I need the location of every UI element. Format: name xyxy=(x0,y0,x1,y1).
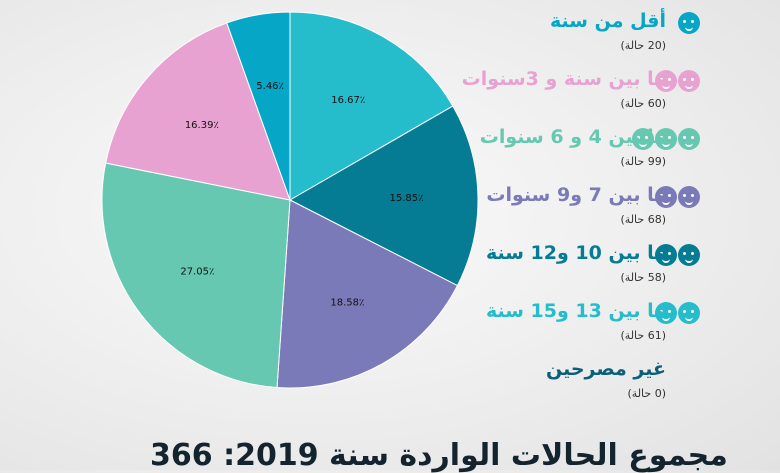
legend-item-under-1: أقل من سنة (20 حالة) xyxy=(392,8,700,66)
slice-value-label: 5.46٪ xyxy=(256,81,284,92)
children-icon xyxy=(632,128,700,150)
legend-count: (68 حالة) xyxy=(620,213,667,226)
child-face-icon xyxy=(678,186,700,208)
legend-label: ما بين 7 و9 سنوات xyxy=(486,184,666,206)
slice-value-label: 15.85٪ xyxy=(390,193,424,204)
child-face-icon xyxy=(678,70,700,92)
legend-item-7-9: ما بين 7 و9 سنوات (68 حالة) xyxy=(392,182,700,240)
legend-label: ما بين 4 و 6 سنوات xyxy=(479,126,666,148)
child-face-icon xyxy=(655,186,677,208)
child-face-icon xyxy=(678,128,700,150)
pie-slice xyxy=(276,199,459,389)
legend-count: (99 حالة) xyxy=(620,155,667,168)
children-icon xyxy=(655,244,700,266)
children-icon xyxy=(655,186,700,208)
child-face-icon xyxy=(655,244,677,266)
child-face-icon xyxy=(678,302,700,324)
slice-value-label: 16.39٪ xyxy=(185,120,219,131)
child-face-icon xyxy=(678,12,700,34)
children-icon xyxy=(655,302,700,324)
child-face-icon xyxy=(655,302,677,324)
pie-slice xyxy=(226,11,291,201)
legend-label: ما بين 13 و15 سنة xyxy=(485,300,666,322)
child-face-icon xyxy=(655,70,677,92)
legend-count: (60 حالة) xyxy=(620,97,667,110)
legend-count: (61 حالة) xyxy=(620,329,667,342)
legend-count: (0 حالة) xyxy=(627,387,667,400)
legend-label: أقل من سنة xyxy=(550,10,666,32)
pie-slice xyxy=(101,162,291,389)
legend-item-13-15: ما بين 13 و15 سنة (61 حالة) xyxy=(392,298,700,356)
total-cases-caption: مجموع الحالات الواردة سنة 2019: 366 xyxy=(150,438,728,473)
legend-label: ما بين 10 و12 سنة xyxy=(485,242,666,264)
legend-item-undisclosed: غير مصرحين (0 حالة) xyxy=(392,356,692,414)
pie-slice xyxy=(105,22,291,201)
legend-label: ما بين سنة و 3سنوات xyxy=(461,68,666,90)
slice-value-label: 27.05٪ xyxy=(180,267,214,278)
slice-value-label: 18.58٪ xyxy=(330,297,364,308)
child-icon xyxy=(678,12,700,34)
legend-count: (58 حالة) xyxy=(620,271,667,284)
child-face-icon xyxy=(655,128,677,150)
pie-slice xyxy=(289,11,454,201)
slice-value-label: 16.67٪ xyxy=(331,95,365,106)
pie-slice xyxy=(288,105,479,287)
legend-item-1-3: ما بين سنة و 3سنوات (60 حالة) xyxy=(392,66,700,124)
legend-label: غير مصرحين xyxy=(545,358,666,380)
legend-count: (20 حالة) xyxy=(620,39,667,52)
children-icon xyxy=(655,70,700,92)
legend-item-10-12: ما بين 10 و12 سنة (58 حالة) xyxy=(392,240,700,298)
legend: أقل من سنة (20 حالة) ما بين سنة و 3سنوات… xyxy=(392,8,700,414)
child-face-icon xyxy=(632,128,654,150)
child-face-icon xyxy=(678,244,700,266)
legend-item-4-6: ما بين 4 و 6 سنوات (99 حالة) xyxy=(392,124,700,182)
